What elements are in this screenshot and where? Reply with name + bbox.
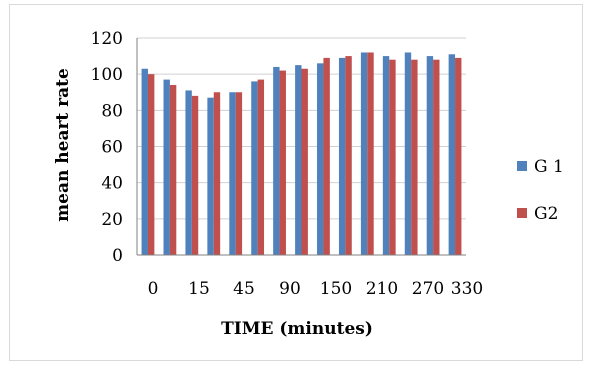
x-axis-title: TIME (minutes) (221, 319, 373, 339)
bar-g1 (317, 63, 324, 255)
bar-g1 (295, 65, 302, 255)
x-tick-label: 90 (279, 279, 301, 299)
bar-g2 (301, 68, 308, 255)
bar-g1 (251, 81, 258, 256)
y-tick-label: 20 (101, 210, 123, 230)
bar-g2 (367, 52, 374, 255)
x-tick-label: 150 (320, 279, 352, 299)
bar-g2 (411, 59, 418, 256)
bar-g1 (382, 56, 390, 256)
bar-g1 (360, 52, 368, 255)
legend: G 1 G2 (517, 157, 564, 224)
bar-g2 (323, 57, 330, 256)
x-tick-label: 0 (148, 279, 159, 299)
legend-label-g2: G2 (534, 204, 558, 224)
bar-g2 (433, 59, 440, 256)
y-axis-title: mean heart rate (53, 68, 73, 222)
y-tick-label: 100 (91, 65, 123, 85)
bar-g2 (257, 79, 265, 255)
tick-labels: 0 20 40 60 80 100 120 0 15 45 90 150 210 270 330 (91, 29, 484, 299)
bar-g2 (169, 85, 177, 256)
bar-g1 (163, 79, 170, 255)
bar-g1 (229, 92, 236, 255)
bar-g2 (279, 70, 286, 255)
y-tick-label: 60 (101, 138, 123, 158)
bar-g2 (455, 57, 462, 256)
axes (136, 38, 466, 256)
x-tick-label: 45 (233, 279, 255, 299)
y-tick-label: 120 (91, 29, 123, 49)
bar-g1 (185, 90, 192, 255)
x-tick-label: 270 (412, 279, 444, 299)
x-tick-label: 330 (451, 279, 483, 299)
y-tick-label: 80 (101, 101, 123, 121)
legend-swatch-g2 (517, 208, 527, 218)
legend-label-g1: G 1 (534, 157, 564, 177)
bar-g1 (141, 68, 148, 255)
bar-g1 (207, 97, 214, 255)
bar-g1 (426, 56, 434, 256)
bar-g2 (213, 92, 221, 255)
x-tick-label: 210 (366, 279, 398, 299)
bar-g2 (389, 59, 396, 256)
bar-g2 (235, 92, 243, 255)
y-tick-label: 40 (101, 174, 123, 194)
bar-g1 (448, 54, 456, 256)
bars (141, 52, 462, 256)
bar-g1 (404, 52, 412, 255)
bar-g2 (345, 56, 352, 256)
bar-g1 (273, 66, 280, 255)
legend-swatch-g1 (517, 161, 527, 171)
bar-g1 (338, 57, 346, 256)
bar-g2 (191, 95, 199, 255)
y-tick-label: 0 (112, 246, 123, 266)
bar-g2 (147, 74, 155, 256)
x-tick-label: 15 (188, 279, 210, 299)
